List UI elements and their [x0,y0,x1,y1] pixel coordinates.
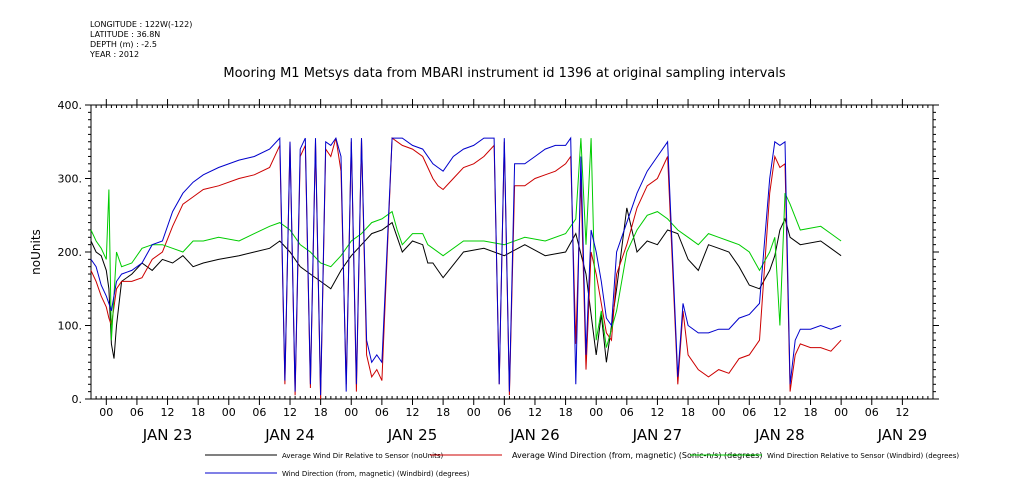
x-tick-label: 18 [436,406,450,419]
legend-label-4: Wind Direction (from, magnetic) (Windbir… [282,470,470,478]
x-tick-label: 06 [497,406,511,419]
depth-label: DEPTH (m) : -2.5 [90,40,157,49]
x-tick-label: 06 [375,406,389,419]
x-tick-label: 12 [773,406,787,419]
x-tick-label: 00 [222,406,236,419]
x-day-label: JAN 23 [142,426,193,444]
chart-title: Mooring M1 Metsys data from MBARI instru… [223,66,786,81]
x-tick-label: 12 [283,406,297,419]
x-day-label: JAN 27 [632,426,683,444]
legend-label-3: Wind Direction Relative to Sensor (Windb… [767,452,959,460]
x-tick-label: 12 [650,406,664,419]
y-axis-label: noUnits [29,229,43,275]
x-tick-label: 06 [620,406,634,419]
x-day-label: JAN 24 [264,426,315,444]
metadata-block: LONGITUDE : 122W(-122) LATITUDE : 36.8N … [90,20,192,60]
x-tick-label: 18 [804,406,818,419]
legend-label-2: Average Wind Direction (from, magnetic) … [512,451,762,460]
series-line-1 [90,207,842,363]
x-day-label: JAN 26 [509,426,560,444]
latitude-label: LATITUDE : 36.8N [90,30,161,39]
y-tick-label: 0. [72,393,83,406]
year-label: YEAR : 2012 [90,50,140,59]
x-tick-label: 00 [344,406,358,419]
x-tick-label: 18 [191,406,205,419]
x-tick-label: 18 [681,406,695,419]
x-tick-label: 18 [314,406,328,419]
series-line-4 [90,136,842,396]
x-day-label: JAN 29 [877,426,928,444]
x-tick-label: 12 [405,406,419,419]
x-tick-label: 06 [252,406,266,419]
x-tick-label: 06 [865,406,879,419]
x-tick-label: 06 [130,406,144,419]
x-tick-label: 00 [712,406,726,419]
x-tick-label: 12 [895,406,909,419]
x-day-label: JAN 28 [754,426,805,444]
x-tick-label: 00 [589,406,603,419]
longitude-label: LONGITUDE : 122W(-122) [90,20,193,29]
y-tick-label: 100. [58,320,83,333]
y-tick-label: 300. [58,173,83,186]
x-tick-label: 18 [559,406,573,419]
series-line-3 [90,138,842,348]
series-line-2 [90,137,842,400]
y-tick-label: 400. [58,99,83,112]
x-tick-label: 00 [467,406,481,419]
x-day-label: JAN 25 [387,426,438,444]
x-tick-label: 12 [161,406,175,419]
x-tick-label: 00 [834,406,848,419]
x-tick-label: 12 [528,406,542,419]
x-tick-label: 06 [742,406,756,419]
legend-label-1: Average Wind Dir Relative to Sensor (noU… [282,452,443,460]
x-tick-label: 00 [99,406,113,419]
y-tick-label: 200. [58,246,83,259]
